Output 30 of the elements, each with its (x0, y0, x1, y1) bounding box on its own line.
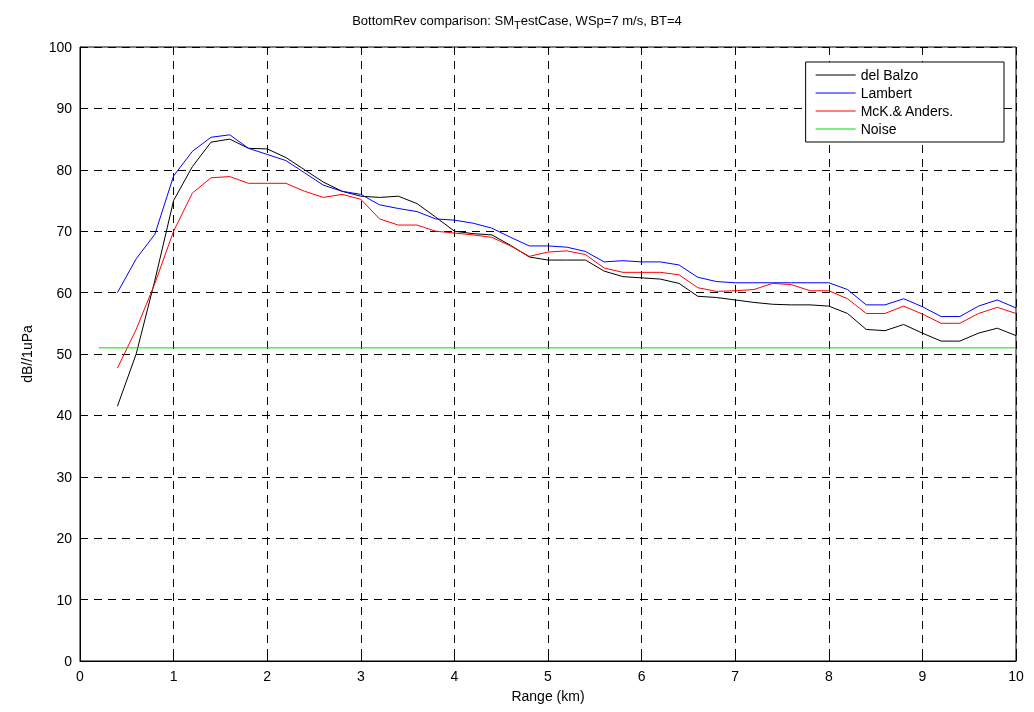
y-tick-label: 30 (56, 468, 73, 485)
x-tick-label: 0 (76, 668, 85, 684)
x-tick-label: 3 (356, 668, 365, 684)
y-tick-label: 100 (48, 39, 73, 55)
y-tick-label: 20 (56, 530, 73, 547)
y-tick-label: 10 (56, 591, 73, 608)
x-tick-label: 10 (1008, 668, 1024, 684)
x-tick-label: 1 (169, 668, 178, 684)
y-tick-label: 50 (56, 346, 73, 362)
y-axis-title: dB//1uPa (19, 324, 35, 383)
x-tick-label: 9 (918, 668, 927, 684)
x-tick-label: 8 (824, 668, 833, 684)
y-tick-label: 40 (56, 407, 73, 424)
y-tick-label: 0 (64, 653, 73, 669)
x-axis-title: Range (km) (511, 688, 585, 704)
line-series (116, 134, 1017, 318)
y-tick-label: 70 (56, 223, 73, 240)
legend-label: McK.& Anders. (860, 103, 954, 119)
x-tick-label: 5 (544, 668, 553, 684)
y-tick-label: 80 (56, 161, 73, 178)
x-tick-label: 7 (731, 668, 740, 684)
legend-label: Lambert (860, 85, 913, 101)
legend-label: del Balzo (860, 67, 919, 83)
legend-label: Noise (860, 121, 897, 137)
line-series (116, 176, 1017, 369)
x-tick-label: 2 (263, 668, 272, 684)
x-tick-label: 4 (450, 668, 459, 684)
y-tick-label: 90 (56, 100, 73, 117)
x-tick-label: 6 (637, 668, 646, 684)
y-tick-label: 60 (56, 284, 73, 301)
